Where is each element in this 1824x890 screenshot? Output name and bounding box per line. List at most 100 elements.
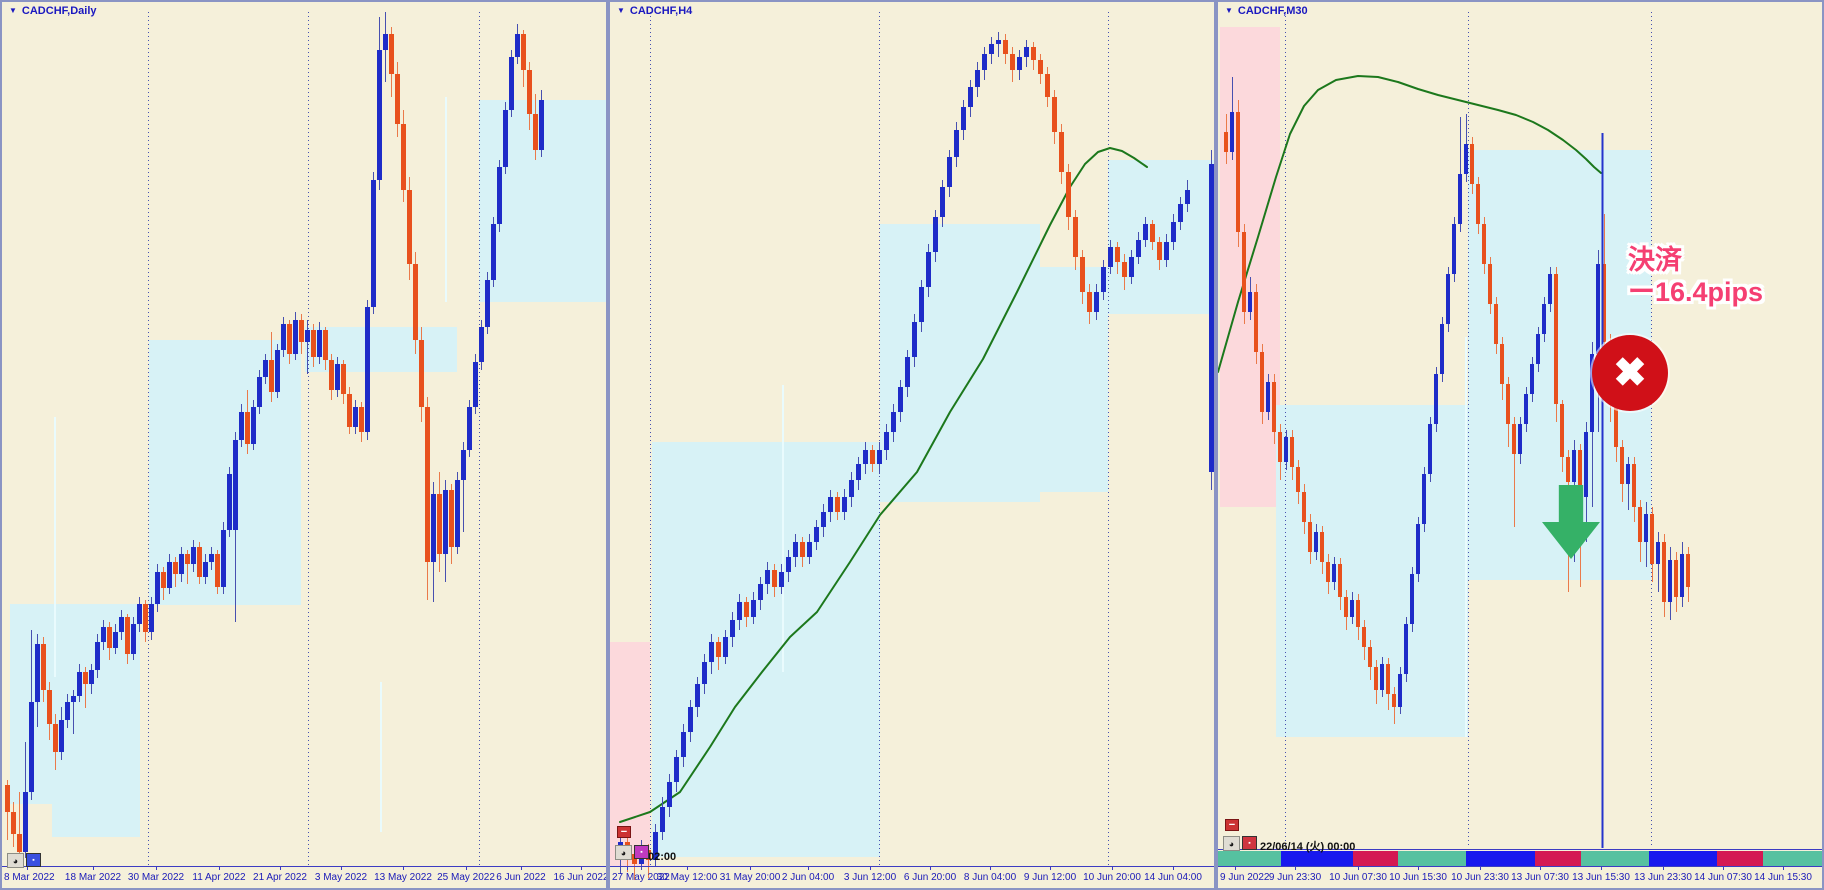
chart-panel-h4: ▼ CADCHF,H4 02:00 27 May 2022 30 May 12:0… (608, 0, 1216, 890)
chart-panel-m30: ▼ CADCHF,M30 22/06/14 (火) 00:00 決済 ー16.4… (1216, 0, 1824, 890)
ma-layer (619, 147, 1148, 823)
session-segment-teal (1398, 851, 1466, 867)
session-segment-blue (1281, 851, 1353, 867)
expert-advisor-icon[interactable]: ◕ (7, 853, 24, 868)
chevron-down-icon[interactable]: ▼ (617, 6, 625, 15)
axis-label: 9 Jun 12:00 (1023, 872, 1077, 883)
axis-tick (1663, 867, 1664, 870)
trade-exit-annotation: 決済 ー16.4pips (1628, 245, 1763, 309)
axis-label: 13 Jun 07:30 (1511, 872, 1569, 883)
axis-label: 18 Mar 2022 (64, 872, 122, 883)
axis-label: 6 Jun 20:00 (903, 872, 957, 883)
session-segment-teal (1581, 851, 1649, 867)
object-marker-icon[interactable]: ▪ (26, 853, 41, 867)
exit-label-line1: 決済 (1628, 245, 1682, 275)
axis-label: 6 Jun 2022 (496, 872, 546, 883)
object-marker-icon[interactable]: ▪ (634, 845, 649, 859)
axis-tick (870, 867, 871, 870)
axis-tick (1601, 867, 1602, 870)
chart-title-label: CADCHF,H4 (629, 5, 693, 17)
axis-tick (1295, 867, 1296, 870)
axis-label: 2 Jun 04:00 (781, 872, 835, 883)
session-segment-crimson (1535, 851, 1581, 867)
axis-tick (156, 867, 157, 870)
axis-label: 9 Jun 2022 (1220, 872, 1270, 883)
axis-label: 21 Apr 2022 (253, 872, 307, 883)
axis-tick (93, 867, 94, 870)
axis-label: 13 Jun 15:30 (1572, 872, 1630, 883)
axis-label: 13 May 2022 (374, 872, 432, 883)
axis-tick (27, 867, 28, 870)
chart-title-m30: ▼ CADCHF,M30 (1225, 5, 1308, 17)
axis-label: 13 Jun 23:30 (1634, 872, 1692, 883)
separators-layer (1285, 12, 1652, 848)
axis-tick (808, 867, 809, 870)
axis-tick (1112, 867, 1113, 870)
axis-label: 25 May 2022 (437, 872, 495, 883)
axis-label: 3 May 2022 (314, 872, 368, 883)
bar-time-label: 22/06/14 (火) 00:00 (1260, 841, 1356, 853)
expert-advisor-icon[interactable]: ◕ (1223, 836, 1240, 851)
object-marker-icon[interactable]: ▪ (1242, 836, 1257, 850)
subwindow-collapse-button[interactable]: − (617, 826, 631, 838)
axis-tick (627, 867, 628, 870)
axis-label: 30 Mar 2022 (127, 872, 185, 883)
axis-tick (1358, 867, 1359, 870)
axis-label: 3 Jun 12:00 (843, 872, 897, 883)
axis-tick (930, 867, 931, 870)
axis-label: 9 Jun 23:30 (1268, 872, 1322, 883)
exit-x-icon: ✖ (1592, 335, 1668, 411)
axis-tick (219, 867, 220, 870)
chart-title-label: CADCHF,Daily (21, 5, 97, 17)
session-segment-crimson (1353, 851, 1398, 867)
axis-label: 11 Apr 2022 (192, 872, 246, 883)
axis-label: 14 Jun 15:30 (1754, 872, 1812, 883)
axis-tick (1418, 867, 1419, 870)
axis-tick (750, 867, 751, 870)
candles-layer (5, 12, 544, 858)
chart-title-h4: ▼ CADCHF,H4 (617, 5, 692, 17)
axis-tick (1050, 867, 1051, 870)
session-segment-blue (1649, 851, 1717, 867)
session-indicator-strip (1218, 849, 1822, 867)
axis-label: 10 Jun 23:30 (1451, 872, 1509, 883)
axis-tick (687, 867, 688, 870)
axis-label: 10 Jun 07:30 (1329, 872, 1387, 883)
candles-layer (1224, 77, 1690, 724)
chevron-down-icon[interactable]: ▼ (1225, 6, 1233, 15)
expert-advisor-icon[interactable]: ◕ (615, 845, 632, 860)
axis-label: 27 May 2022 (612, 872, 670, 883)
time-axis-m30[interactable]: 9 Jun 2022 9 Jun 23:30 10 Jun 07:30 10 Jun … (1218, 866, 1822, 888)
session-segment-crimson (1717, 851, 1763, 867)
axis-tick (521, 867, 522, 870)
axis-label: 31 May 20:00 (719, 872, 781, 883)
chart-panel-daily: ▼ CADCHF,Daily 8 Mar 2022 18 Mar 2022 30 M… (0, 0, 608, 890)
axis-label: 10 Jun 20:00 (1083, 872, 1141, 883)
chevron-down-icon[interactable]: ▼ (9, 6, 17, 15)
daily-chart-canvas[interactable] (2, 2, 606, 888)
bar-time-label: 02:00 (648, 851, 677, 863)
axis-tick (1480, 867, 1481, 870)
axis-tick (341, 867, 342, 870)
x-glyph: ✖ (1613, 351, 1647, 395)
axis-label: 14 Jun 04:00 (1144, 872, 1202, 883)
m30-chart-canvas[interactable] (1218, 2, 1822, 888)
time-axis-daily[interactable]: 8 Mar 2022 18 Mar 2022 30 Mar 2022 11 Apr 2… (2, 866, 608, 888)
axis-label: 8 Mar 2022 (4, 872, 55, 883)
session-segment-blue (1466, 851, 1535, 867)
h4-chart-canvas[interactable] (610, 2, 1214, 888)
axis-tick (1723, 867, 1724, 870)
axis-label: 30 May 12:00 (656, 872, 718, 883)
axis-tick (581, 867, 582, 870)
time-axis-h4[interactable]: 27 May 2022 30 May 12:00 31 May 20:00 2 Jun… (610, 866, 1214, 888)
axis-tick (990, 867, 991, 870)
chart-title-daily: ▼ CADCHF,Daily (9, 5, 97, 17)
axis-tick (1783, 867, 1784, 870)
axis-label: 10 Jun 15:30 (1389, 872, 1447, 883)
subwindow-collapse-button[interactable]: − (1225, 819, 1239, 831)
axis-tick (403, 867, 404, 870)
axis-label: 16 Jun 2022 (553, 872, 608, 883)
axis-tick (1235, 867, 1236, 870)
axis-tick (466, 867, 467, 870)
